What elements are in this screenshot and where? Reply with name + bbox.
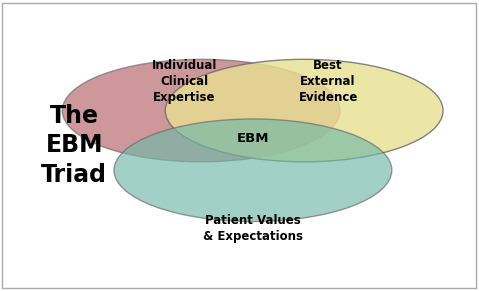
Text: The
EBM
Triad: The EBM Triad xyxy=(41,104,107,187)
Text: EBM: EBM xyxy=(237,132,269,145)
Ellipse shape xyxy=(114,119,392,221)
Text: Individual
Clinical
Expertise: Individual Clinical Expertise xyxy=(152,59,217,104)
Ellipse shape xyxy=(165,59,443,162)
Ellipse shape xyxy=(62,59,340,162)
Text: Patient Values
& Expectations: Patient Values & Expectations xyxy=(203,214,303,243)
Text: Best
External
Evidence: Best External Evidence xyxy=(298,59,358,104)
